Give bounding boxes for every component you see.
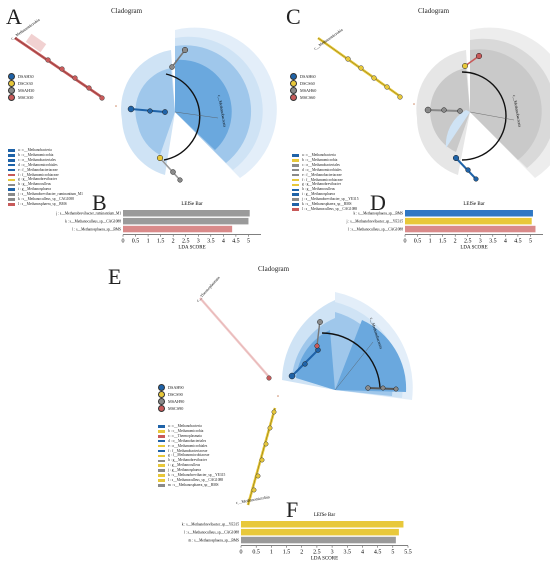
- clade-label-e-3: c__Methanomicrobia: [235, 494, 270, 505]
- panel-letter-a: A: [6, 4, 22, 29]
- x-axis-label: LDA SCORE: [178, 246, 205, 251]
- x-tick-label: 3.5: [489, 239, 497, 245]
- cladogram-e: [199, 292, 413, 506]
- bar-category-label: l : s__Methanosphaera_sp__BMS: [72, 228, 121, 232]
- x-tick-label: 4.5: [514, 239, 522, 245]
- x-axis-label: LDA SCORE: [460, 246, 487, 251]
- bar: [405, 225, 536, 233]
- bar: [405, 210, 533, 217]
- bar-chart-title: LEfSe Bar: [314, 513, 336, 518]
- taxa-list-c: a : c__Methanobacteria b : c__Methanomic…: [292, 153, 359, 212]
- bar: [241, 536, 396, 544]
- panel-letter-c: C: [286, 4, 301, 29]
- bar-category-label: k : s__Methanoculleus_sp__CAG1088: [65, 220, 121, 224]
- x-tick-label: 5: [529, 239, 532, 245]
- x-tick-label: 0: [240, 550, 243, 556]
- x-tick-label: 3.5: [207, 239, 215, 245]
- x-axis-label: LDA SCORE: [311, 557, 338, 562]
- bar-category-label: l : s__Methanoculleus_sp__CAG1088: [184, 531, 239, 535]
- clade-label-a-2: c__Methanobacteria: [217, 94, 228, 127]
- clade-label-c-2: c__Methanobacteria: [512, 94, 523, 127]
- x-tick-label: 4: [361, 550, 364, 556]
- bar: [241, 528, 399, 536]
- x-tick-label: 5: [247, 239, 250, 245]
- bar: [241, 521, 404, 528]
- x-tick-label: 2.5: [464, 239, 472, 245]
- bar-category-label: k : s__Methanosphaera_sp__BMS: [353, 212, 403, 216]
- x-tick-label: 3: [197, 239, 200, 245]
- x-tick-label: 0.5: [252, 550, 260, 556]
- x-tick-label: 0.5: [132, 239, 140, 245]
- x-tick-label: 0: [122, 239, 125, 245]
- legend-e: DSAH90 DSCS90 MSAH90 MSCS90: [158, 384, 184, 412]
- cladogram-title-e: Cladogram: [258, 265, 290, 273]
- x-tick-label: 2: [172, 239, 175, 245]
- x-tick-label: 2: [454, 239, 457, 245]
- cladogram-title-a: Cladogram: [111, 7, 143, 15]
- x-tick-label: 5.5: [404, 550, 412, 556]
- x-tick-label: 4: [222, 239, 225, 245]
- cladogram-c: [317, 27, 550, 182]
- bar-chart-title: LEfSe Bar: [181, 202, 203, 207]
- bar-category-label: l : s__Methanoculleus_sp__CAG1088: [348, 228, 403, 232]
- bar-category-label: j : s__Methanobrevibacter_ruminantium_M1: [55, 212, 121, 216]
- panel-letter-e: E: [108, 264, 122, 289]
- x-tick-label: 3: [331, 550, 334, 556]
- bar: [123, 225, 233, 233]
- x-tick-label: 0.5: [414, 239, 422, 245]
- bar: [405, 217, 532, 225]
- x-tick-label: 2.5: [313, 550, 321, 556]
- x-tick-label: 4: [504, 239, 507, 245]
- cladogram-a: [14, 27, 277, 183]
- panel-letter-f: F: [286, 497, 299, 522]
- legend-a: DSAH30 DSCS30 MSAH30 MSCS30: [8, 73, 34, 101]
- x-tick-label: 4.5: [232, 239, 240, 245]
- bar-category-label: m : s__Methanosphaera_sp__BMS: [188, 539, 239, 543]
- bar: [123, 210, 250, 217]
- x-tick-label: 3: [479, 239, 482, 245]
- x-tick-label: 5: [391, 550, 394, 556]
- panel-letter-d: D: [370, 190, 386, 215]
- panel-letter-b: B: [92, 190, 107, 215]
- bar-category-label: j : s__Methanobrevibacter_sp__YE315: [346, 220, 404, 224]
- x-tick-label: 1.5: [283, 550, 291, 556]
- x-tick-label: 4.5: [374, 550, 382, 556]
- x-tick-label: 2: [300, 550, 303, 556]
- x-tick-label: 1: [147, 239, 150, 245]
- cladogram-title-c: Cladogram: [418, 7, 450, 15]
- x-tick-label: 3.5: [344, 550, 352, 556]
- legend-c: DSAH60 DSCS60 MSAH60 MSCS60: [290, 73, 316, 101]
- x-tick-label: 1.5: [157, 239, 165, 245]
- bar-category-label: k : s__Methanobrevibacter_sp__YE315: [182, 523, 239, 527]
- x-tick-label: 1: [429, 239, 432, 245]
- x-tick-label: 2.5: [182, 239, 190, 245]
- x-tick-label: 1: [270, 550, 273, 556]
- x-tick-label: 1.5: [439, 239, 447, 245]
- bar-chart-title: LEfSe Bar: [463, 202, 485, 207]
- bar: [123, 217, 249, 225]
- x-tick-label: 0: [404, 239, 407, 245]
- taxa-list-a: a : c__Methanobacteria b : c__Methanomic…: [8, 148, 83, 207]
- taxa-list-e: a : c__Methanobacteria b : c__Methanomic…: [158, 424, 225, 488]
